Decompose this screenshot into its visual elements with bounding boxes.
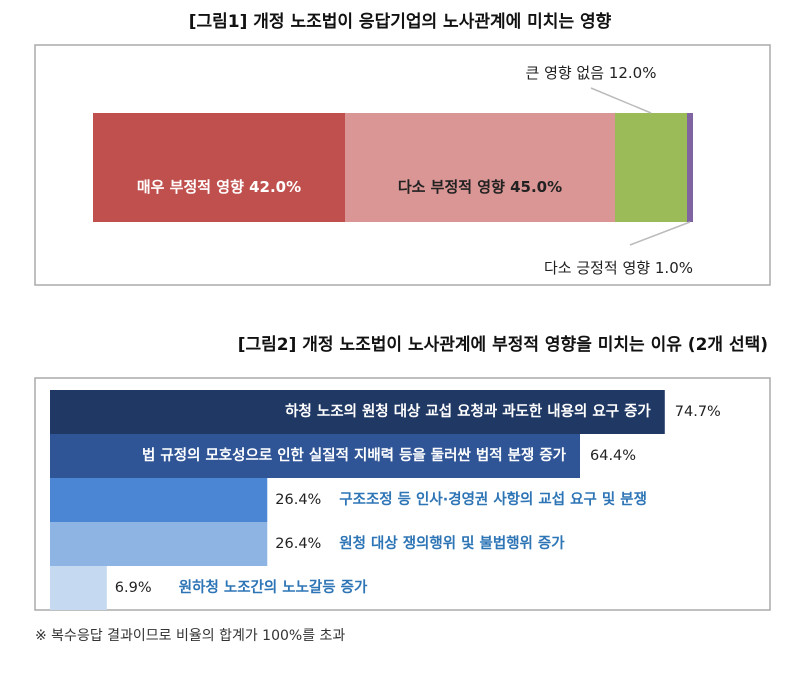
value-label: 74.7% bbox=[675, 404, 721, 420]
series-name: 다소 긍정적 영향 bbox=[544, 259, 650, 277]
callout-label: 큰 영향 없음 12.0% bbox=[526, 64, 657, 82]
bar-segment bbox=[615, 113, 687, 222]
footnote: ※ 복수응답 결과이므로 비율의 합계가 100%를 초과 bbox=[35, 628, 345, 644]
bar-segment bbox=[93, 113, 345, 222]
leader-line bbox=[590, 87, 652, 114]
category-label: 하청 노조의 원청 대상 교섭 요청과 과도한 내용의 요구 증가 bbox=[285, 402, 651, 420]
bar bbox=[50, 434, 581, 478]
category-label: 원청 대상 쟁의행위 및 불법행위 증가 bbox=[339, 534, 565, 552]
category-label: 구조조정 등 인사·경영권 사항의 교섭 요구 및 분쟁 bbox=[339, 490, 647, 508]
chart-title: [그림1] 개정 노조법이 응답기업의 노사관계에 미치는 영향 bbox=[189, 11, 612, 32]
leader-line bbox=[629, 221, 691, 246]
bar-segment bbox=[345, 113, 615, 222]
value-label: 42.0% bbox=[249, 178, 301, 196]
bar bbox=[50, 390, 665, 434]
series-name: 매우 부정적 영향 bbox=[137, 178, 244, 196]
series-name: 다소 부정적 영향 bbox=[398, 178, 505, 196]
segment-label: 매우 부정적 영향 42.0% bbox=[137, 178, 301, 196]
category-label: 법 규정의 모호성으로 인한 실질적 지배력 등을 둘러싼 법적 분쟁 증가 bbox=[142, 446, 567, 464]
series-name: 큰 영향 없음 bbox=[526, 64, 605, 82]
value-label: 26.4% bbox=[275, 536, 321, 552]
category-label: 원하청 노조간의 노노갈등 증가 bbox=[179, 578, 368, 596]
value-label: 1.0% bbox=[655, 259, 693, 277]
callout-label: 다소 긍정적 영향 1.0% bbox=[544, 259, 693, 277]
segment-label: 다소 부정적 영향 45.0% bbox=[398, 178, 562, 196]
value-label: 6.9% bbox=[115, 580, 152, 596]
value-label: 12.0% bbox=[609, 64, 657, 82]
value-label: 26.4% bbox=[275, 492, 321, 508]
bar bbox=[50, 478, 268, 522]
bar-segment bbox=[687, 113, 693, 222]
value-label: 64.4% bbox=[590, 448, 636, 464]
value-label: 45.0% bbox=[510, 178, 562, 196]
chart-title: [그림2] 개정 노조법이 노사관계에 부정적 영향을 미치는 이유 (2개 선… bbox=[238, 334, 768, 355]
bar bbox=[50, 566, 107, 610]
bar bbox=[50, 522, 268, 566]
